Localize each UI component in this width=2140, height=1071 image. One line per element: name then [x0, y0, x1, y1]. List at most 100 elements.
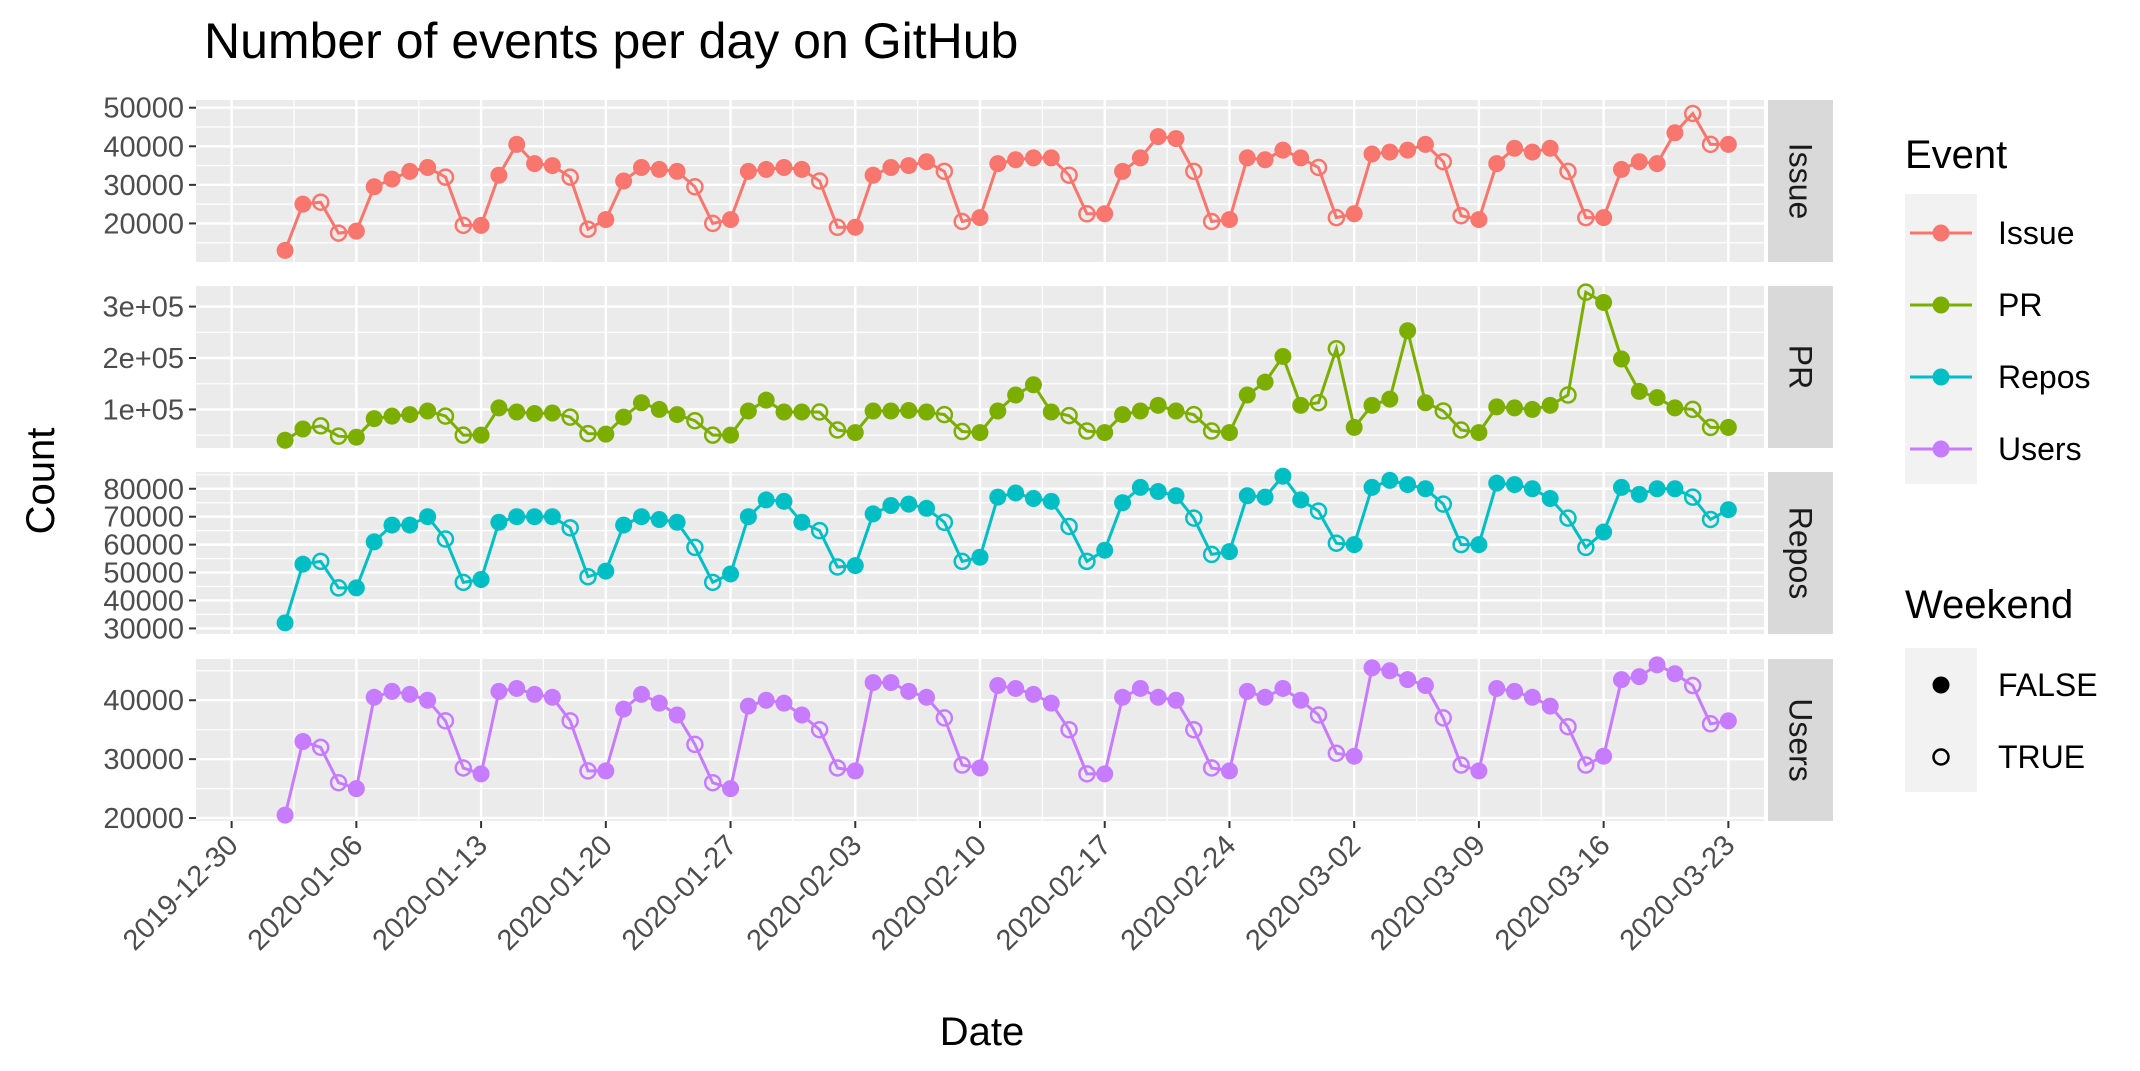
data-point [472, 426, 490, 444]
data-point [419, 402, 437, 420]
data-point [1577, 208, 1595, 227]
data-point [1024, 376, 1042, 394]
x-tick-label: 2020-02-03 [741, 829, 869, 957]
x-tick-label: 2019-12-30 [117, 829, 245, 957]
legend-event-title: Event [1905, 133, 2007, 177]
data-point [543, 688, 561, 706]
data-point [1381, 471, 1399, 489]
data-point [1434, 152, 1453, 171]
data-point [526, 508, 544, 526]
data-point [1220, 762, 1238, 780]
data-point [1612, 350, 1630, 368]
data-point [526, 685, 544, 703]
data-point [775, 159, 793, 176]
data-point [1202, 422, 1221, 440]
data-point [454, 573, 473, 592]
data-point [935, 162, 954, 181]
data-point [971, 209, 989, 227]
data-point [1060, 166, 1078, 184]
data-point [561, 408, 579, 426]
data-point [686, 178, 704, 196]
data-point [1416, 480, 1434, 498]
data-point [971, 424, 989, 442]
y-tick-label: 3e+05 [103, 292, 184, 324]
data-point [1470, 762, 1488, 780]
legend-key-point [1932, 440, 1950, 458]
data-point [490, 513, 508, 531]
y-tick-label: 50000 [103, 558, 184, 590]
data-point [1452, 535, 1470, 554]
data-point [419, 508, 437, 526]
data-point [543, 508, 561, 526]
data-point [1060, 406, 1078, 425]
data-point [1612, 478, 1630, 496]
data-point [828, 421, 847, 439]
data-point [383, 682, 401, 700]
data-point [615, 172, 633, 190]
data-point [561, 712, 579, 730]
data-point [1202, 759, 1221, 777]
data-point [490, 166, 508, 184]
data-point [1292, 396, 1310, 414]
data-point [1167, 691, 1185, 709]
x-tick-label: 2020-01-20 [491, 829, 619, 957]
data-point [526, 405, 544, 423]
data-point [1185, 509, 1203, 527]
data-point [846, 762, 864, 780]
x-tick-label: 2020-03-02 [1240, 829, 1368, 957]
data-point [597, 425, 615, 443]
data-point [311, 417, 330, 435]
data-point [365, 410, 383, 428]
data-point [1381, 390, 1399, 408]
data-point [1202, 545, 1221, 564]
data-point [793, 706, 811, 724]
data-point [419, 159, 437, 176]
x-tick-label: 2020-02-17 [990, 829, 1118, 957]
data-point [1488, 679, 1506, 697]
facet-strip-label: Issue [1783, 143, 1819, 219]
data-point [1114, 162, 1132, 180]
y-tick-label: 70000 [103, 502, 184, 534]
data-point [775, 403, 793, 421]
data-point [989, 677, 1007, 695]
data-point [703, 214, 722, 233]
data-point [650, 400, 668, 418]
series-line-users [283, 663, 1729, 816]
legend-weekend-label: TRUE [1998, 739, 2085, 775]
data-point [1648, 480, 1666, 498]
data-point [1630, 485, 1648, 503]
data-point [329, 427, 348, 445]
legend-open-point [1932, 748, 1950, 766]
data-point [401, 406, 419, 424]
data-point [276, 431, 294, 449]
data-point [1345, 418, 1363, 436]
data-point [1595, 293, 1613, 311]
data-point [472, 765, 490, 783]
data-point [1701, 715, 1720, 733]
legend-event-key-background [1905, 194, 1977, 484]
data-point [276, 806, 294, 824]
data-point [935, 709, 954, 727]
facet-strip [1768, 100, 1833, 262]
data-point [1167, 487, 1185, 505]
data-point [1595, 747, 1613, 765]
facet-panel-users: 20000 30000 40000 Users [103, 656, 1833, 835]
data-point [1488, 155, 1506, 173]
y-tick-label: 30000 [103, 744, 184, 776]
data-point [1488, 474, 1506, 492]
y-tick-label: 30000 [103, 613, 184, 645]
data-point [472, 571, 490, 589]
legend-weekend-label: FALSE [1998, 667, 2098, 703]
data-point [828, 759, 847, 777]
data-point [632, 685, 650, 703]
data-point [1666, 665, 1684, 683]
data-point [311, 552, 330, 571]
data-point [347, 579, 365, 597]
data-point [1149, 688, 1167, 706]
data-point [401, 162, 419, 180]
data-point [686, 411, 704, 430]
y-tick-label: 20000 [103, 803, 184, 835]
x-tick-label: 2020-03-09 [1364, 829, 1492, 957]
y-tick-label: 50000 [103, 93, 184, 125]
x-axis: 2019-12-302020-01-062020-01-132020-01-20… [117, 821, 1741, 957]
